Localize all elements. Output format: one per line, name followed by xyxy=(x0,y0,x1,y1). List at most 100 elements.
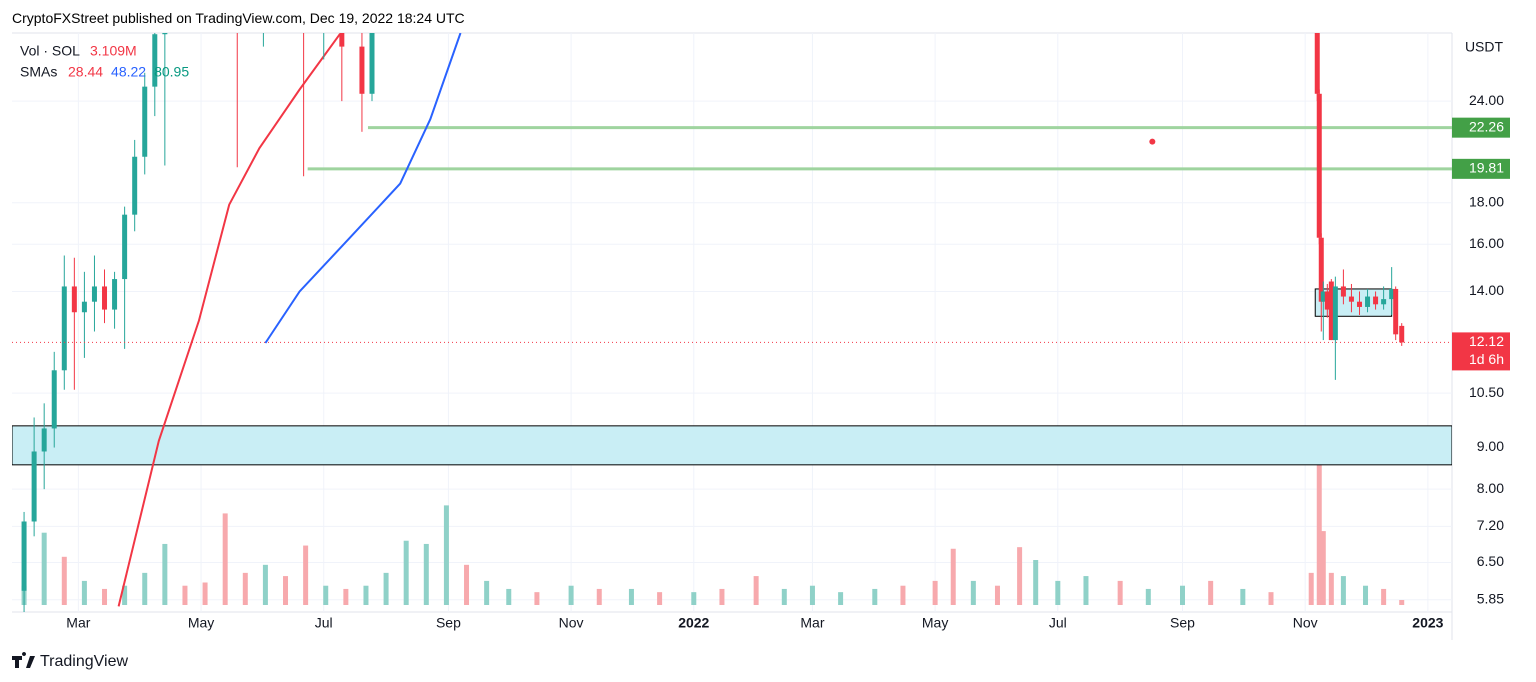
axes: 24.00 18.00 16.00 14.00 10.50 9.00 8.00 7.20 6.5… xyxy=(66,92,1510,631)
candle-body xyxy=(132,156,138,215)
level-label: 19.81 xyxy=(1469,160,1504,176)
volume-bar xyxy=(1308,572,1314,605)
candle-body xyxy=(1318,237,1324,302)
volume-label: Vol · SOL xyxy=(20,43,80,59)
volume-bar xyxy=(222,513,228,605)
volume-bar xyxy=(443,505,449,605)
x-tick-label: Jul xyxy=(1049,615,1067,631)
volume-bar xyxy=(1083,576,1089,605)
volume-bar xyxy=(781,588,787,605)
volume-bar xyxy=(81,580,87,605)
volume-bar xyxy=(753,576,759,605)
volume-bar xyxy=(142,572,148,605)
volume xyxy=(21,462,1405,605)
candle-body xyxy=(1316,93,1322,238)
candle-body xyxy=(51,370,57,429)
countdown: 1d 6h xyxy=(1469,351,1504,367)
volume-bar xyxy=(628,588,634,605)
volume-bar xyxy=(484,580,490,605)
last-price-label: 12.12 xyxy=(1469,333,1504,349)
last-price-tag xyxy=(1452,332,1510,371)
plot xyxy=(12,33,1452,612)
candle-body xyxy=(369,33,375,94)
volume-bar xyxy=(506,588,512,605)
volume-bar xyxy=(970,580,976,605)
volume-bar xyxy=(363,585,369,605)
y-tick-label: 10.50 xyxy=(1469,384,1504,400)
volume-bar xyxy=(283,576,289,605)
volume-bar xyxy=(568,585,574,605)
candle-body xyxy=(359,46,365,94)
sma-label: SMAs xyxy=(20,64,57,80)
volume-bar xyxy=(1316,462,1322,605)
volume-bar xyxy=(691,592,697,605)
y-tick-label: 14.00 xyxy=(1469,282,1504,298)
volume-bar xyxy=(162,543,168,605)
volume-bar xyxy=(102,588,108,605)
legend-entry: 28.44 xyxy=(68,64,103,80)
volume-bar xyxy=(423,543,429,605)
volume-bar xyxy=(1208,580,1214,605)
legend: 28.44 48.22 80.95 xyxy=(68,64,189,80)
volume-bar xyxy=(122,585,128,605)
currency: USDT xyxy=(1465,39,1504,55)
x-tick-label: Jul xyxy=(315,615,333,631)
candle-body xyxy=(91,286,97,302)
volume-bar xyxy=(41,532,47,605)
marker-dot xyxy=(1149,138,1156,145)
candle-body xyxy=(71,286,77,313)
candle-body xyxy=(152,34,158,87)
volume-bar xyxy=(343,588,349,605)
x-tick-label: Sep xyxy=(436,615,461,631)
sma-line xyxy=(117,33,341,607)
sma-line xyxy=(264,33,462,344)
x-tick-label: Sep xyxy=(1170,615,1195,631)
candle-body xyxy=(31,451,37,522)
candle-body xyxy=(339,33,345,47)
candle-body xyxy=(122,214,128,280)
candle-body xyxy=(1332,286,1338,341)
candle-body xyxy=(81,301,87,313)
volume-bar xyxy=(950,548,956,605)
volume-bar xyxy=(262,564,268,605)
candle-body xyxy=(41,428,47,452)
level-tag xyxy=(1452,117,1510,138)
y-tick-label: 9.00 xyxy=(1477,438,1504,454)
volume-bar xyxy=(1328,572,1334,605)
candle-body xyxy=(1393,288,1399,335)
y-tick-label: 18.00 xyxy=(1469,193,1504,209)
volume-bar xyxy=(872,588,878,605)
y-tick-label: 16.00 xyxy=(1469,235,1504,251)
y-tick-label: 6.50 xyxy=(1477,553,1504,569)
volume-bar xyxy=(657,592,663,605)
volume-bar xyxy=(900,585,906,605)
zone xyxy=(12,425,1452,466)
volume-bar xyxy=(1033,560,1039,605)
volume-bar xyxy=(61,556,67,605)
volume-bar xyxy=(1055,580,1061,605)
candle-body xyxy=(1314,33,1320,94)
y-tick-label: 8.00 xyxy=(1477,480,1504,496)
x-tick-label: Nov xyxy=(559,615,584,631)
volume-bar xyxy=(1268,592,1274,605)
volume-bar xyxy=(383,572,389,605)
candle-body xyxy=(61,286,67,371)
volume-bar xyxy=(1363,585,1369,605)
candle-body xyxy=(1373,296,1379,305)
grid xyxy=(12,33,1452,612)
candle-body xyxy=(1324,291,1330,310)
volume-bar xyxy=(1180,585,1186,605)
x-tick-label: May xyxy=(188,615,214,631)
x-tick-label: Mar xyxy=(66,615,90,631)
volume-bar xyxy=(323,585,329,605)
volume-bar xyxy=(534,592,540,605)
candle-body xyxy=(1328,281,1334,341)
candle-body xyxy=(102,286,108,310)
volume-bar xyxy=(1399,600,1405,605)
volume-bar xyxy=(994,585,1000,605)
volume-bar xyxy=(464,564,470,605)
candle-body xyxy=(21,521,27,591)
x-tick-label: May xyxy=(922,615,948,631)
